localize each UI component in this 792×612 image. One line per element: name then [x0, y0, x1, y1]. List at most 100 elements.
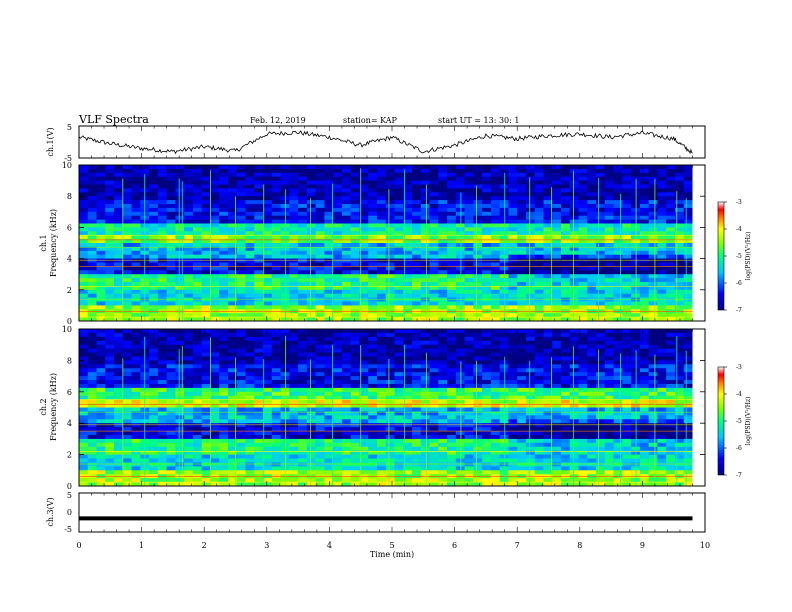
spectrogram-cell: [341, 470, 351, 475]
spectrogram-cell: [569, 235, 579, 240]
spectrogram-cell: [175, 466, 185, 471]
spectrogram-cell: [604, 165, 614, 170]
spectrogram-cell: [114, 466, 124, 471]
spectrogram-cell: [263, 332, 273, 338]
spectrogram-cell: [298, 466, 308, 471]
spectrogram-cell: [394, 340, 404, 345]
spectrogram-cell: [341, 289, 351, 294]
spectrogram-cell: [368, 380, 378, 385]
spectrogram-cell: [341, 395, 351, 400]
spectrogram-cell: [473, 438, 483, 444]
spectrogram-cell: [534, 184, 544, 189]
spectrogram-cell: [263, 204, 273, 209]
spectrogram-cell: [482, 391, 492, 397]
spectrogram-cell: [473, 454, 483, 459]
spectrogram-cell: [473, 211, 483, 216]
spectrogram-cell: [534, 352, 544, 357]
spectrogram-cell: [166, 180, 176, 185]
spectrogram-cell: [420, 176, 430, 181]
spectrogram-cell: [166, 176, 176, 181]
spectrogram-cell: [464, 168, 474, 174]
spectrogram-cell: [254, 246, 264, 252]
spectrogram-cell: [420, 450, 430, 455]
spectrogram-cell: [263, 352, 273, 357]
spectrogram-cell: [149, 446, 159, 451]
spectrogram-cell: [96, 215, 106, 220]
spectrogram-cell: [420, 172, 430, 177]
spectrogram-cell: [175, 184, 185, 189]
spectrogram-cell: [271, 352, 281, 357]
spectrogram-cell: [227, 376, 238, 381]
spectrogram-cell: [561, 313, 571, 318]
spectrogram-cell: [140, 329, 150, 334]
spectrogram-cell: [341, 376, 351, 381]
spectrogram-cell: [87, 423, 97, 428]
spectrogram-cell: [385, 376, 395, 381]
spectrogram-cell: [350, 176, 360, 181]
spectrogram-cell: [490, 274, 500, 279]
spectrogram-cell: [350, 231, 360, 236]
spectrogram-cell: [525, 446, 536, 451]
spectrogram-cell: [464, 278, 474, 283]
spectrogram-cell: [245, 270, 255, 275]
spectrogram-cell: [280, 364, 290, 369]
spectrogram-cell: [447, 297, 457, 302]
spectrogram-cell: [184, 344, 194, 349]
spectrogram-cell: [368, 427, 378, 432]
spectrogram-cell: [131, 407, 141, 412]
spectrogram-cell: [210, 215, 220, 220]
spectrogram-cell: [298, 442, 308, 448]
spectrogram-cell: [683, 231, 693, 236]
spectrogram-cell: [464, 211, 474, 216]
spectrogram-cell: [157, 207, 167, 213]
spectrogram-cell: [368, 239, 378, 244]
spectrogram-cell: [175, 172, 185, 177]
spectrogram-cell: [604, 282, 614, 287]
spectrogram-cell: [79, 434, 89, 440]
spectrogram-cell: [298, 168, 308, 174]
spectrogram-cell: [552, 317, 562, 322]
spectrogram-cell: [412, 368, 422, 373]
spectrogram-cell: [280, 211, 290, 216]
spectrogram-cell: [140, 168, 150, 174]
spectrogram-cell: [385, 427, 395, 432]
spectrogram-cell: [674, 196, 685, 201]
spectrogram-cell: [210, 344, 220, 349]
spectrogram-cell: [192, 482, 202, 487]
spectrogram-cell: [210, 192, 220, 197]
spectrogram-cell: [508, 383, 518, 389]
spectrogram-cell: [298, 380, 308, 385]
spectrogram-cell: [175, 340, 185, 345]
spectrogram-cell: [447, 407, 457, 412]
spectrogram-cell: [131, 329, 141, 334]
spectrogram-cell: [394, 301, 404, 306]
spectrogram-cell: [227, 434, 238, 440]
spectrogram-cell: [184, 301, 194, 306]
spectrogram-cell: [149, 235, 159, 240]
spectrogram-cell: [683, 215, 693, 220]
spectrogram-cell: [131, 215, 141, 220]
spectrogram-cell: [561, 180, 571, 185]
spectrogram-cell: [543, 243, 553, 248]
spectrogram-cell: [227, 305, 238, 310]
spectrogram-cell: [192, 227, 202, 232]
spectrogram-cell: [184, 293, 194, 298]
spectrogram-cell: [289, 219, 299, 224]
spectrogram-cell: [394, 399, 404, 404]
spectrogram-cell: [534, 317, 544, 322]
spectrogram-cell: [490, 340, 500, 345]
spectrogram-cell: [499, 336, 509, 342]
spectrogram-cell: [236, 348, 246, 353]
spectrogram-cell: [420, 313, 430, 318]
spectrogram-cell: [350, 376, 360, 381]
spectrogram-cell: [122, 184, 132, 189]
spectrogram-cell: [236, 180, 246, 185]
spectrogram-cell: [394, 360, 404, 365]
spectrogram-cell: [403, 344, 413, 349]
spectrogram-cell: [412, 219, 422, 224]
spectrogram-cell: [412, 285, 422, 291]
spectrogram-cell: [525, 313, 536, 318]
spectrogram-cell: [385, 313, 395, 318]
spectrogram-cell: [157, 235, 167, 240]
spectrogram-cell: [315, 282, 325, 287]
